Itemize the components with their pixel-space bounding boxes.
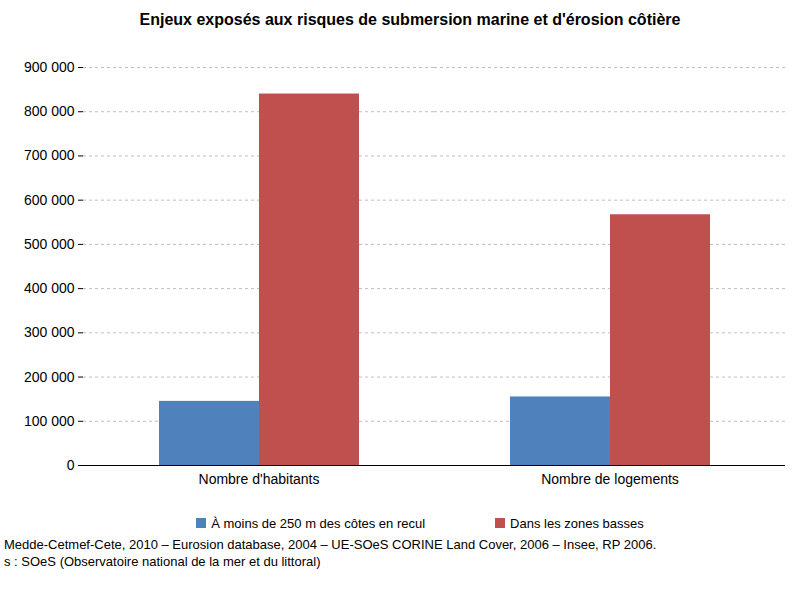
svg-text:Nombre d'habitants: Nombre d'habitants	[199, 471, 320, 487]
svg-text:Nombre de logements: Nombre de logements	[541, 471, 679, 487]
svg-text:500 000: 500 000	[24, 236, 75, 252]
html-text:Dans les zones basses: Dans les zones basses	[510, 515, 644, 531]
svg-text:0: 0	[67, 457, 75, 473]
svg-text:600 000: 600 000	[24, 192, 75, 208]
svg-text:200 000: 200 000	[24, 369, 75, 385]
html-text:À moins de 250 m des côtes en: À moins de 250 m des côtes en recul	[211, 515, 426, 531]
html-text:Medde-Cetmef-Cete, 2010 – Euro: Medde-Cetmef-Cete, 2010 – Eurosion datab…	[4, 537, 657, 552]
svg-text:700 000: 700 000	[24, 147, 75, 163]
svg-text:400 000: 400 000	[24, 280, 75, 296]
svg-text:100 000: 100 000	[24, 413, 75, 429]
html-text:Enjeux exposés aux risques de: Enjeux exposés aux risques de submersion…	[139, 11, 681, 28]
html-text:s : SOeS (Observatoire nationa: s : SOeS (Observatoire national de la me…	[4, 554, 321, 569]
svg-text:900 000: 900 000	[24, 59, 75, 75]
svg-text:300 000: 300 000	[24, 324, 75, 340]
svg-text:800 000: 800 000	[24, 103, 75, 119]
